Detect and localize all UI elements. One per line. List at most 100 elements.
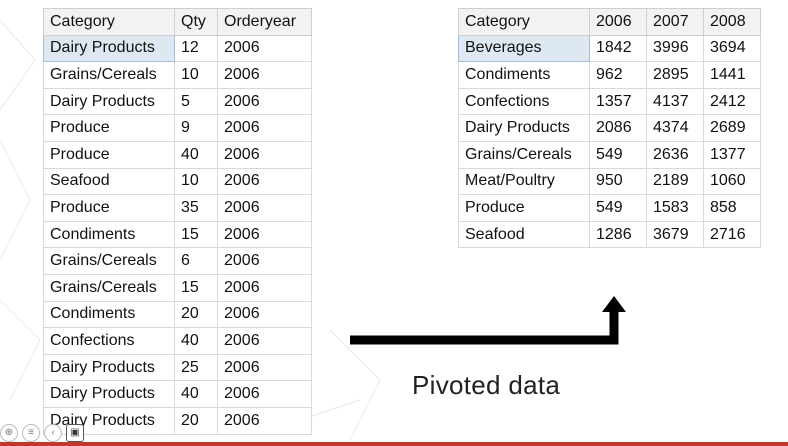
table-cell[interactable]: 3679 — [646, 221, 704, 249]
table-cell[interactable]: 2006 — [217, 114, 312, 142]
table-cell[interactable]: 2636 — [646, 141, 704, 169]
table-row[interactable]: Condiments 962 2895 1441 — [458, 61, 761, 89]
table-cell[interactable]: 6 — [174, 247, 218, 275]
table-cell[interactable]: 2006 — [217, 354, 312, 382]
table-cell[interactable]: 962 — [589, 61, 647, 89]
table-row[interactable]: Dairy Products 12 2006 — [43, 34, 312, 63]
table-cell[interactable]: Produce — [458, 194, 590, 222]
table-cell[interactable]: 2412 — [703, 88, 761, 116]
table-cell[interactable]: 10 — [174, 168, 218, 196]
table-cell[interactable]: 2006 — [217, 327, 312, 355]
table-row[interactable]: Beverages 1842 3996 3694 — [458, 34, 761, 63]
table-cell[interactable]: 12 — [174, 35, 218, 63]
table-row[interactable]: Produce 35 2006 — [43, 194, 312, 222]
table-cell[interactable]: 2895 — [646, 61, 704, 89]
table-cell[interactable]: Dairy Products — [43, 34, 175, 63]
table-cell[interactable]: 1060 — [703, 168, 761, 196]
table-row[interactable]: Condiments 20 2006 — [43, 301, 312, 329]
table-cell[interactable]: Dairy Products — [458, 114, 590, 142]
table-cell[interactable]: 4374 — [646, 114, 704, 142]
table-cell[interactable]: Grains/Cereals — [43, 61, 175, 89]
column-header[interactable]: Category — [43, 8, 175, 36]
table-cell[interactable]: 549 — [589, 141, 647, 169]
table-cell[interactable]: 2189 — [646, 168, 704, 196]
column-header[interactable]: Qty — [174, 8, 218, 36]
table-cell[interactable]: 1286 — [589, 221, 647, 249]
table-cell[interactable]: 2006 — [217, 380, 312, 408]
table-row[interactable]: Grains/Cereals 15 2006 — [43, 274, 312, 302]
table-cell[interactable]: 40 — [174, 380, 218, 408]
table-cell[interactable]: 2006 — [217, 221, 312, 249]
table-cell[interactable]: 2716 — [703, 221, 761, 249]
table-cell[interactable]: Dairy Products — [43, 380, 175, 408]
table-cell[interactable]: 2006 — [217, 88, 312, 116]
table-cell[interactable]: 1441 — [703, 61, 761, 89]
table-cell[interactable]: Produce — [43, 141, 175, 169]
table-row[interactable]: Dairy Products 5 2006 — [43, 88, 312, 116]
table-cell[interactable]: Seafood — [458, 221, 590, 249]
table-cell[interactable]: 2086 — [589, 114, 647, 142]
table-row[interactable]: Condiments 15 2006 — [43, 221, 312, 249]
column-header[interactable]: Category — [458, 8, 590, 36]
column-header[interactable]: 2007 — [646, 8, 704, 36]
camera-icon[interactable]: ▣ — [66, 424, 84, 442]
table-cell[interactable]: 35 — [174, 194, 218, 222]
table-cell[interactable]: Seafood — [43, 168, 175, 196]
back-icon[interactable]: ‹ — [44, 424, 62, 442]
table-cell[interactable]: 9 — [174, 114, 218, 142]
table-cell[interactable]: 40 — [174, 327, 218, 355]
table-cell[interactable]: 2006 — [217, 274, 312, 302]
table-cell[interactable]: 3694 — [703, 35, 761, 63]
table-cell[interactable]: 25 — [174, 354, 218, 382]
table-cell[interactable]: 15 — [174, 221, 218, 249]
table-row[interactable]: Confections 1357 4137 2412 — [458, 88, 761, 116]
table-row[interactable]: Seafood 1286 3679 2716 — [458, 221, 761, 249]
table-row[interactable]: Dairy Products 2086 4374 2689 — [458, 114, 761, 142]
table-cell[interactable]: Confections — [458, 88, 590, 116]
table-cell[interactable]: 3996 — [646, 35, 704, 63]
table-cell[interactable]: 2006 — [217, 194, 312, 222]
table-cell[interactable]: Produce — [43, 194, 175, 222]
table-row[interactable]: Produce 40 2006 — [43, 141, 312, 169]
menu-icon[interactable]: ≡ — [22, 424, 40, 442]
table-cell[interactable]: 20 — [174, 407, 218, 435]
table-row[interactable]: Confections 40 2006 — [43, 327, 312, 355]
table-cell[interactable]: 2006 — [217, 168, 312, 196]
table-cell[interactable]: Condiments — [43, 301, 175, 329]
table-cell[interactable]: 1583 — [646, 194, 704, 222]
table-cell[interactable]: 549 — [589, 194, 647, 222]
table-row[interactable]: Grains/Cereals 6 2006 — [43, 247, 312, 275]
table-row[interactable]: Seafood 10 2006 — [43, 168, 312, 196]
table-cell[interactable]: 2006 — [217, 35, 312, 63]
column-header[interactable]: Orderyear — [217, 8, 312, 36]
table-cell[interactable]: Condiments — [43, 221, 175, 249]
table-row[interactable]: Meat/Poultry 950 2189 1060 — [458, 168, 761, 196]
table-cell[interactable]: Beverages — [458, 34, 590, 63]
table-row[interactable]: Dairy Products 25 2006 — [43, 354, 312, 382]
table-cell[interactable]: 2006 — [217, 141, 312, 169]
table-row[interactable]: Dairy Products 40 2006 — [43, 380, 312, 408]
table-cell[interactable]: 20 — [174, 301, 218, 329]
table-cell[interactable]: 10 — [174, 61, 218, 89]
table-cell[interactable]: 40 — [174, 141, 218, 169]
zoom-icon[interactable]: ⊕ — [0, 424, 18, 442]
table-row[interactable]: Produce 549 1583 858 — [458, 194, 761, 222]
table-cell[interactable]: 950 — [589, 168, 647, 196]
table-cell[interactable]: 1357 — [589, 88, 647, 116]
table-cell[interactable]: 2006 — [217, 407, 312, 435]
table-cell[interactable]: Dairy Products — [43, 88, 175, 116]
table-cell[interactable]: 2006 — [217, 247, 312, 275]
table-cell[interactable]: Produce — [43, 114, 175, 142]
table-row[interactable]: Grains/Cereals 10 2006 — [43, 61, 312, 89]
table-cell[interactable]: Grains/Cereals — [43, 274, 175, 302]
table-cell[interactable]: 1377 — [703, 141, 761, 169]
table-cell[interactable]: 5 — [174, 88, 218, 116]
table-cell[interactable]: 2006 — [217, 301, 312, 329]
table-cell[interactable]: 2006 — [217, 61, 312, 89]
table-cell[interactable]: 15 — [174, 274, 218, 302]
table-cell[interactable]: Dairy Products — [43, 354, 175, 382]
table-cell[interactable]: 2689 — [703, 114, 761, 142]
table-cell[interactable]: Grains/Cereals — [458, 141, 590, 169]
table-row[interactable]: Produce 9 2006 — [43, 114, 312, 142]
column-header[interactable]: 2008 — [703, 8, 761, 36]
